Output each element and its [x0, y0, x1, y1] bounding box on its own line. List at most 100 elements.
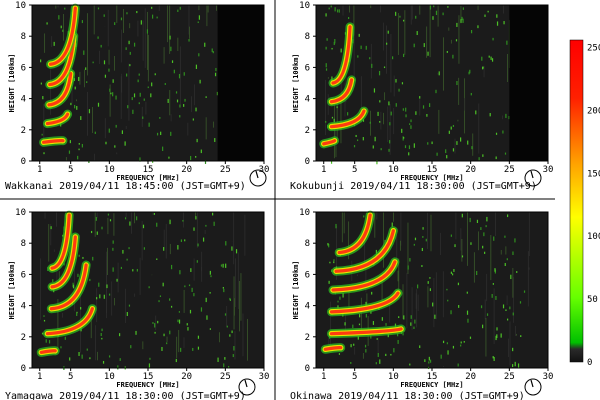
noise-speck: [505, 309, 507, 312]
noise-speck: [53, 41, 55, 46]
noise-speck: [433, 5, 435, 8]
noise-speck: [453, 269, 455, 272]
noise-speck: [331, 47, 333, 50]
noise-speck: [490, 56, 492, 60]
noise-speck: [440, 354, 442, 359]
noise-speck: [334, 39, 336, 44]
noise-speck: [199, 79, 201, 84]
noise-speck: [486, 313, 489, 316]
noise-speck: [377, 352, 379, 357]
noise-speck: [450, 271, 453, 274]
noise-speck: [146, 29, 149, 34]
noise-speck: [151, 82, 153, 87]
noise-speck: [40, 59, 42, 63]
noise-speck: [482, 154, 484, 157]
noise-speck: [470, 29, 473, 34]
noise-speck: [70, 102, 72, 106]
noise-speck: [475, 110, 477, 115]
noise-speck: [195, 216, 197, 220]
noise-speck: [388, 148, 390, 152]
noise-speck: [373, 88, 376, 93]
noise-speck: [148, 122, 150, 127]
noise-speck: [425, 238, 427, 242]
noise-speck: [414, 237, 417, 241]
noise-speck: [369, 57, 371, 60]
colorbar: 0 50 100 150 200 250: [569, 39, 600, 368]
x-tick-label: 5: [352, 372, 357, 382]
noise-speck: [69, 140, 71, 144]
noise-speck: [235, 249, 238, 254]
noise-speck: [506, 214, 509, 218]
noise-speck: [358, 323, 361, 326]
noise-speck: [385, 323, 387, 326]
noise-speck: [120, 266, 123, 270]
noise-speck: [394, 323, 397, 327]
noise-speck: [337, 300, 339, 303]
noise-speck: [460, 137, 462, 142]
noise-speck: [471, 146, 473, 150]
noise-speck: [331, 116, 334, 119]
noise-speck: [429, 288, 431, 292]
y-tick-label: 2: [305, 126, 310, 136]
noise-speck: [432, 16, 434, 20]
noise-speck: [409, 258, 411, 262]
noise-speck: [419, 345, 421, 349]
noise-speck: [158, 300, 160, 303]
noise-speck: [328, 7, 330, 10]
noise-speck: [96, 231, 98, 235]
noise-speck: [328, 280, 330, 284]
noise-speck: [390, 353, 392, 356]
noise-speck: [403, 315, 405, 320]
noise-speck: [148, 286, 150, 289]
noise-speck: [222, 263, 224, 268]
noise-speck: [516, 271, 518, 273]
noise-speck: [198, 15, 200, 20]
noise-speck: [378, 70, 381, 76]
noise-speck: [228, 366, 230, 369]
noise-speck: [421, 265, 423, 267]
noise-speck: [81, 20, 84, 24]
noise-speck: [63, 263, 65, 266]
noise-speck: [231, 330, 233, 334]
noise-speck: [206, 315, 208, 320]
noise-speck: [116, 278, 118, 282]
noise-speck: [167, 98, 169, 103]
y-tick-label: 2: [305, 333, 310, 343]
noise-speck: [154, 73, 156, 76]
noise-speck: [496, 21, 499, 26]
noise-speck: [100, 332, 102, 337]
y-tick-label: 0: [305, 364, 310, 374]
noise-speck: [198, 53, 200, 57]
noise-speck: [403, 53, 405, 58]
no-data-band: [217, 5, 264, 161]
noise-speck: [169, 298, 171, 301]
noise-speck: [130, 345, 132, 349]
noise-speck: [45, 339, 47, 343]
noise-speck: [97, 102, 100, 107]
echo-traces: [320, 210, 406, 354]
noise-speck: [112, 247, 114, 251]
noise-speck: [108, 293, 111, 296]
noise-speck: [452, 124, 455, 127]
noise-speck: [139, 157, 141, 162]
x-tick-label: 20: [181, 165, 192, 175]
noise-speck: [105, 141, 107, 145]
noise-speck: [456, 141, 458, 145]
noise-speck: [415, 15, 417, 19]
noise-speck: [112, 267, 114, 272]
noise-speck: [129, 51, 131, 55]
y-tick-label: 6: [305, 63, 310, 73]
compass-icon: [249, 169, 267, 187]
y-tick-label: 4: [305, 302, 310, 312]
noise-speck: [74, 86, 76, 90]
noise-speck: [178, 73, 181, 79]
echo-trace-core: [334, 229, 395, 273]
noise-speck: [138, 102, 140, 105]
noise-speck: [137, 79, 139, 83]
noise-speck: [190, 268, 192, 272]
noise-speck: [410, 315, 412, 319]
noise-speck: [225, 241, 227, 246]
noise-speck: [512, 347, 514, 352]
noise-speck: [410, 125, 412, 129]
noise-speck: [82, 256, 84, 259]
